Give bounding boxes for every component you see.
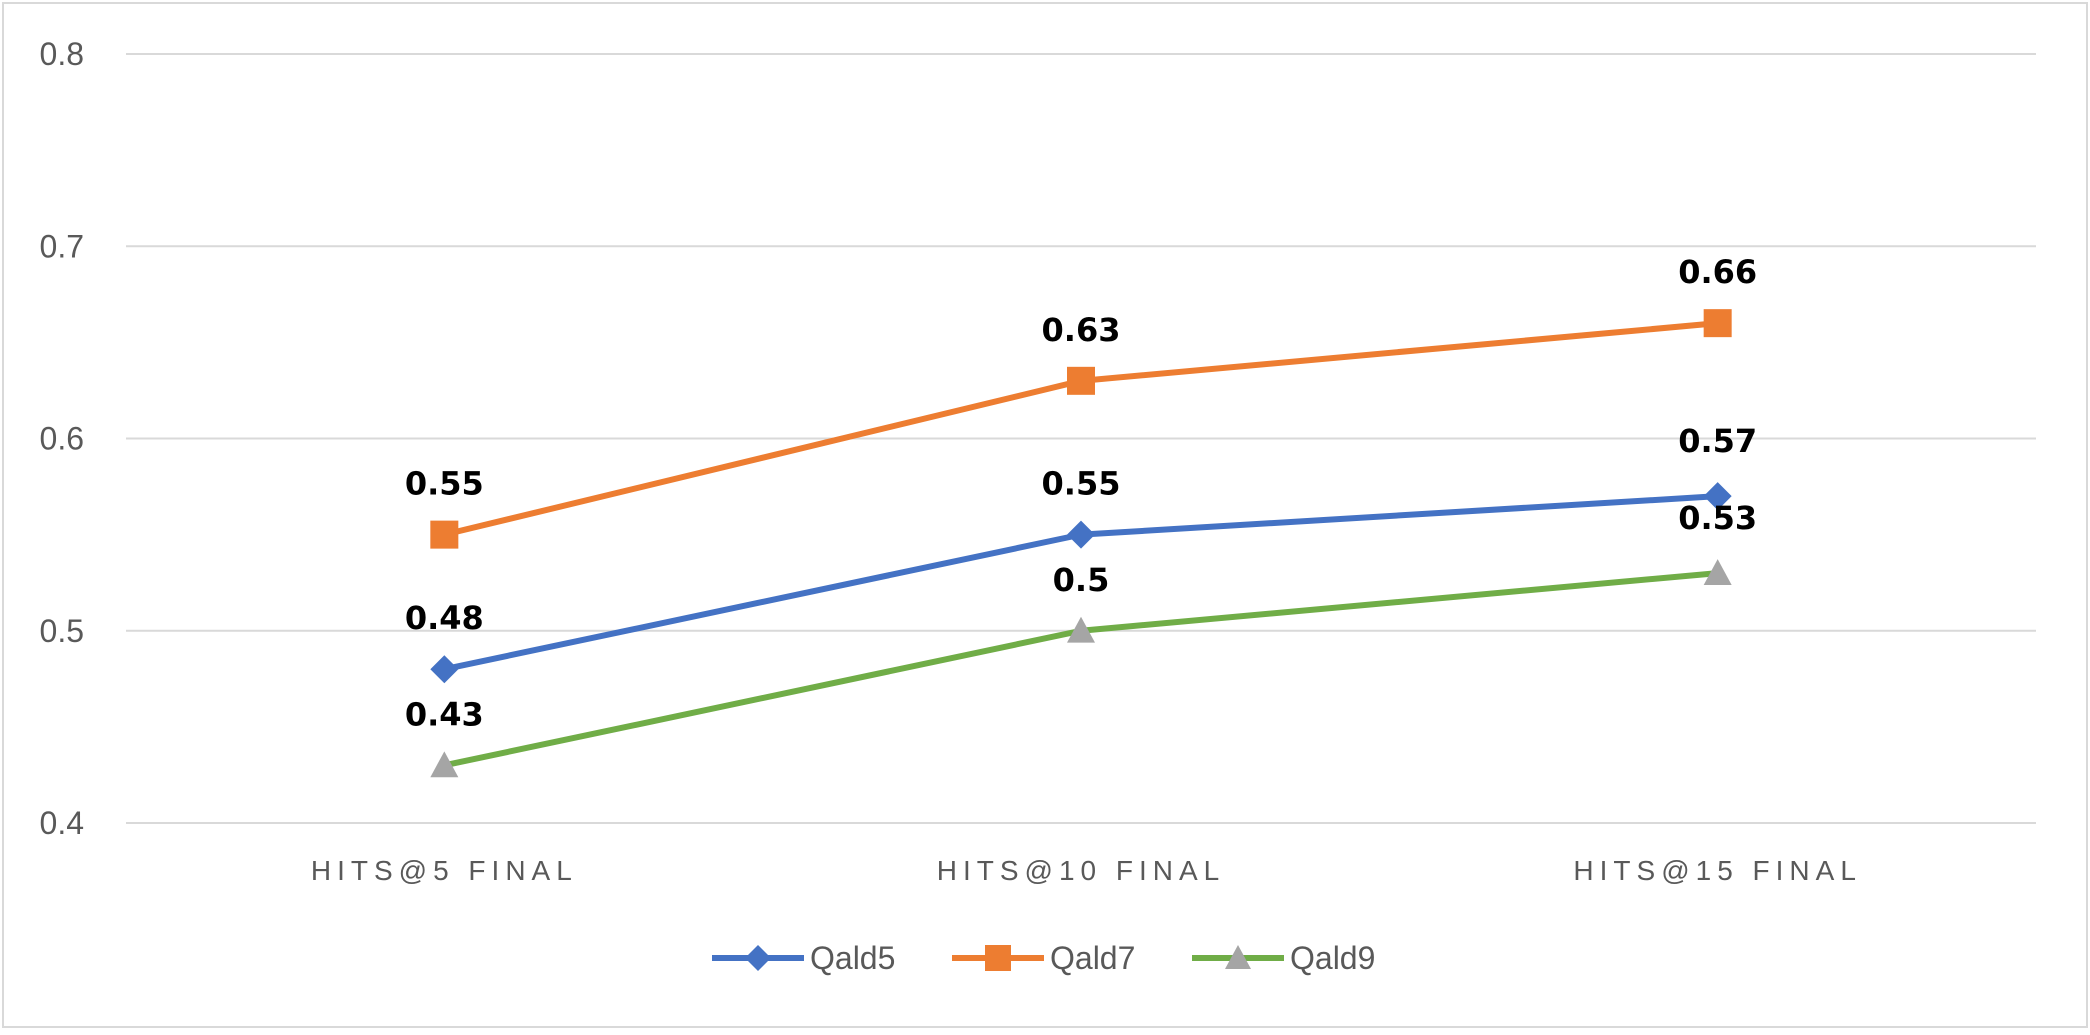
x-category-label: HITS@15 FINAL xyxy=(1573,855,1861,886)
legend-marker-qald9 xyxy=(1225,945,1251,970)
y-tick-label: 0.5 xyxy=(40,613,84,649)
axes: 0.4 0.5 0.6 0.7 0.8 HITS@5 FINAL HITS@10 FINAL… xyxy=(40,36,1861,886)
data-label-qald9-2: 0.53 xyxy=(1678,499,1757,537)
data-label-qald5-1: 0.55 xyxy=(1042,465,1121,503)
legend-label-qald7: Qald7 xyxy=(1050,940,1135,976)
y-tick-label: 0.8 xyxy=(40,36,84,72)
point-qald5-2 xyxy=(1703,482,1732,511)
legend-label-qald5: Qald5 xyxy=(810,940,895,976)
data-label-qald7-0: 0.55 xyxy=(405,465,484,503)
data-label-qald7-2: 0.66 xyxy=(1678,253,1757,291)
legend: Qald5 Qald7 Qald9 xyxy=(712,940,1375,976)
legend-label-qald9: Qald9 xyxy=(1290,940,1375,976)
data-label-qald5-2: 0.57 xyxy=(1678,422,1757,460)
data-labels: 0.48 0.55 0.57 0.55 0.63 0.66 0.43 0.5 0.53 xyxy=(405,253,1757,733)
legend-marker-qald7 xyxy=(985,945,1011,971)
data-label-qald9-0: 0.43 xyxy=(405,695,484,733)
y-tick-label: 0.4 xyxy=(40,805,84,841)
point-qald5-1 xyxy=(1067,520,1095,549)
series xyxy=(430,309,1732,778)
point-qald7-1 xyxy=(1067,366,1095,395)
data-label-qald5-0: 0.48 xyxy=(405,599,484,637)
point-qald9-1 xyxy=(1067,616,1095,643)
point-qald7-0 xyxy=(430,520,459,549)
point-qald9-2 xyxy=(1703,559,1732,585)
data-label-qald9-1: 0.5 xyxy=(1053,561,1110,599)
point-qald9-0 xyxy=(430,751,459,778)
point-qald7-2 xyxy=(1703,309,1732,338)
y-tick-label: 0.6 xyxy=(40,421,84,457)
x-category-label: HITS@10 FINAL xyxy=(937,855,1225,886)
point-qald5-0 xyxy=(430,655,459,684)
y-tick-label: 0.7 xyxy=(40,228,84,264)
legend-marker-qald5 xyxy=(745,945,771,971)
x-category-label: HITS@5 FINAL xyxy=(311,855,578,886)
data-label-qald7-1: 0.63 xyxy=(1042,311,1121,349)
